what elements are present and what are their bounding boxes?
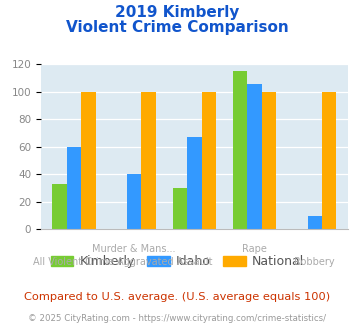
Bar <box>202 92 216 229</box>
Text: © 2025 CityRating.com - https://www.cityrating.com/crime-statistics/: © 2025 CityRating.com - https://www.city… <box>28 314 327 323</box>
Bar <box>322 92 337 229</box>
Bar <box>141 92 156 229</box>
Bar <box>307 215 322 229</box>
Text: 2019 Kimberly: 2019 Kimberly <box>115 5 240 20</box>
Bar <box>187 137 202 229</box>
Text: Rape: Rape <box>242 244 267 254</box>
Text: Violent Crime Comparison: Violent Crime Comparison <box>66 20 289 35</box>
Bar <box>127 174 141 229</box>
Text: Aggravated Assault: Aggravated Assault <box>116 257 212 267</box>
Bar <box>247 83 262 229</box>
Text: Robbery: Robbery <box>294 257 335 267</box>
Text: All Violent Crime: All Violent Crime <box>33 257 115 267</box>
Bar <box>262 92 276 229</box>
Legend: Kimberly, Idaho, National: Kimberly, Idaho, National <box>46 250 309 273</box>
Bar <box>81 92 95 229</box>
Text: Compared to U.S. average. (U.S. average equals 100): Compared to U.S. average. (U.S. average … <box>24 292 331 302</box>
Bar <box>67 147 81 229</box>
Bar <box>173 188 187 229</box>
Text: Murder & Mans...: Murder & Mans... <box>92 244 176 254</box>
Bar <box>52 184 67 229</box>
Bar <box>233 71 247 229</box>
